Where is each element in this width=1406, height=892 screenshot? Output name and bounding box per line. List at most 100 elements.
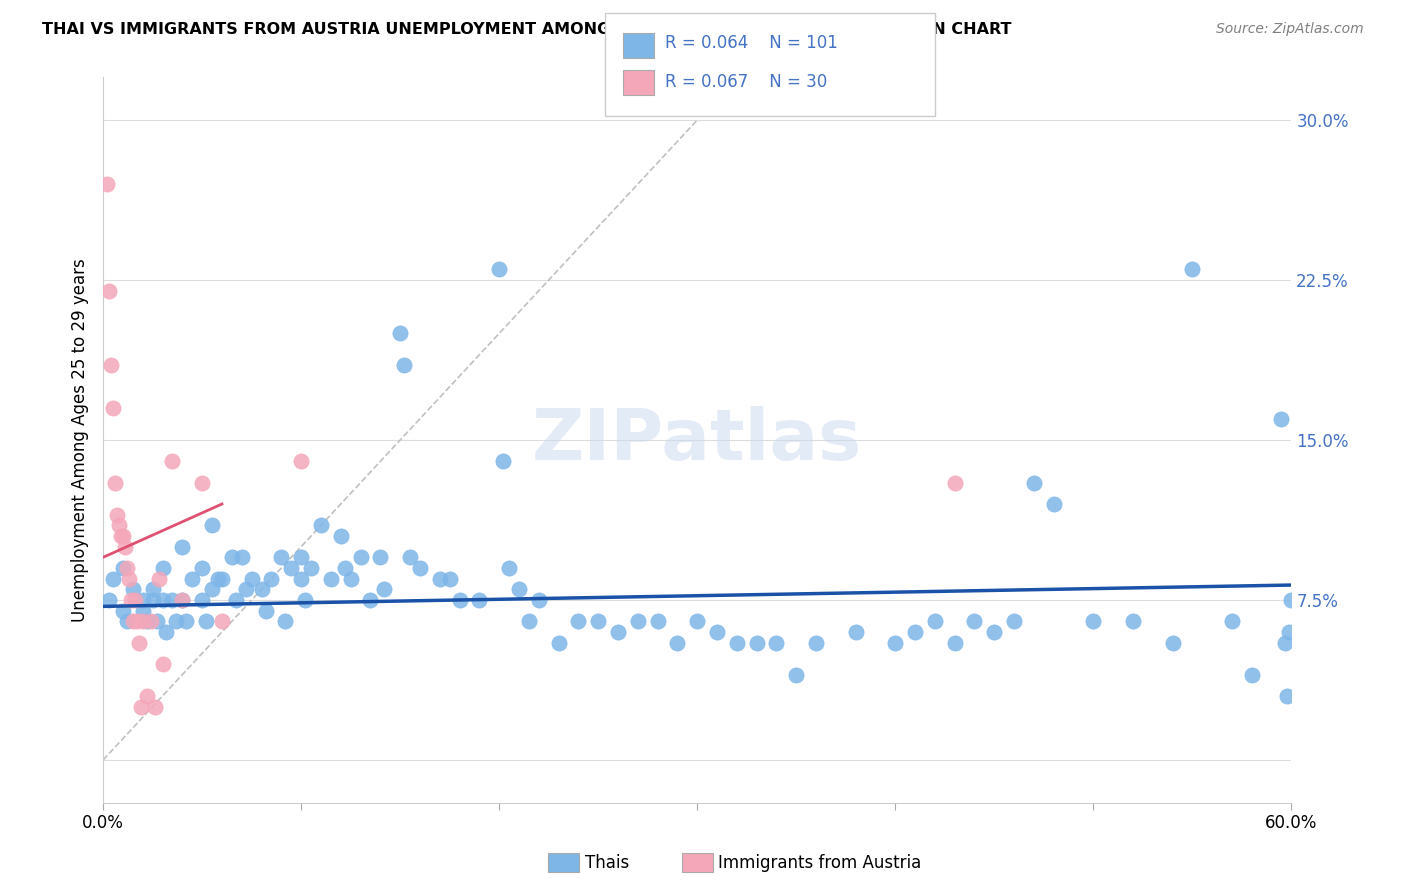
Point <box>508 582 530 597</box>
Point <box>96 177 118 191</box>
Point <box>124 593 146 607</box>
Point <box>142 593 165 607</box>
Point <box>115 615 138 629</box>
Point <box>125 615 148 629</box>
Point <box>108 518 131 533</box>
Point <box>498 561 520 575</box>
Point <box>98 593 121 607</box>
Point <box>162 593 184 607</box>
Point <box>111 561 134 575</box>
Point <box>290 550 312 565</box>
Point <box>211 615 233 629</box>
Point <box>290 454 312 468</box>
Point <box>943 635 966 649</box>
Point <box>765 635 787 649</box>
Point <box>143 699 166 714</box>
Text: THAI VS IMMIGRANTS FROM AUSTRIA UNEMPLOYMENT AMONG AGES 25 TO 29 YEARS CORRELATI: THAI VS IMMIGRANTS FROM AUSTRIA UNEMPLOY… <box>42 22 1012 37</box>
Point <box>172 593 194 607</box>
Point <box>162 454 184 468</box>
Point <box>120 593 142 607</box>
Point <box>105 508 128 522</box>
Point <box>101 572 124 586</box>
Point <box>101 401 124 415</box>
Point <box>1274 635 1296 649</box>
Point <box>1270 411 1292 425</box>
Point <box>1181 262 1204 277</box>
Point <box>294 593 316 607</box>
Point <box>115 561 138 575</box>
Point <box>359 593 381 607</box>
Point <box>207 572 229 586</box>
Point <box>155 624 177 639</box>
Point <box>201 582 224 597</box>
Point <box>399 550 422 565</box>
Point <box>429 572 451 586</box>
Point <box>1240 667 1263 681</box>
Point <box>111 604 134 618</box>
Text: Thais: Thais <box>585 854 628 871</box>
Point <box>191 475 214 490</box>
Point <box>152 561 174 575</box>
Point <box>235 582 257 597</box>
Point <box>607 624 630 639</box>
Point <box>142 582 165 597</box>
Point <box>1022 475 1045 490</box>
Point <box>666 635 689 649</box>
Point <box>1277 689 1299 703</box>
Point <box>165 615 187 629</box>
Point <box>152 593 174 607</box>
Point <box>409 561 432 575</box>
Point <box>1083 615 1105 629</box>
Point <box>132 593 155 607</box>
Point <box>250 582 273 597</box>
Point <box>225 593 247 607</box>
Point <box>439 572 461 586</box>
Point <box>111 529 134 543</box>
Point <box>110 529 132 543</box>
Point <box>370 550 392 565</box>
Point <box>240 572 263 586</box>
Point <box>100 359 122 373</box>
Point <box>274 615 297 629</box>
Point <box>128 635 150 649</box>
Point <box>449 593 471 607</box>
Point <box>280 561 302 575</box>
Point <box>191 561 214 575</box>
Point <box>349 550 371 565</box>
Point <box>299 561 322 575</box>
Point <box>686 615 709 629</box>
Point <box>468 593 491 607</box>
Point <box>191 593 214 607</box>
Point <box>319 572 342 586</box>
Point <box>1161 635 1184 649</box>
Point <box>884 635 907 649</box>
Point <box>647 615 669 629</box>
Point <box>121 615 143 629</box>
Point <box>586 615 609 629</box>
Point <box>118 572 141 586</box>
Point <box>785 667 807 681</box>
Point <box>943 475 966 490</box>
Point <box>98 284 121 298</box>
Point <box>745 635 768 649</box>
Point <box>132 615 155 629</box>
Point <box>129 699 152 714</box>
Point <box>114 540 136 554</box>
Point <box>176 615 198 629</box>
Text: Immigrants from Austria: Immigrants from Austria <box>718 854 922 871</box>
Point <box>527 593 550 607</box>
Point <box>201 518 224 533</box>
Point <box>392 359 415 373</box>
Point <box>706 624 728 639</box>
Point <box>963 615 986 629</box>
Point <box>181 572 204 586</box>
Point <box>627 615 650 629</box>
Point <box>1220 615 1243 629</box>
Point <box>290 572 312 586</box>
Point <box>517 615 540 629</box>
Point <box>492 454 515 468</box>
Point <box>329 529 352 543</box>
Point <box>260 572 283 586</box>
Text: Source: ZipAtlas.com: Source: ZipAtlas.com <box>1216 22 1364 37</box>
Point <box>488 262 510 277</box>
